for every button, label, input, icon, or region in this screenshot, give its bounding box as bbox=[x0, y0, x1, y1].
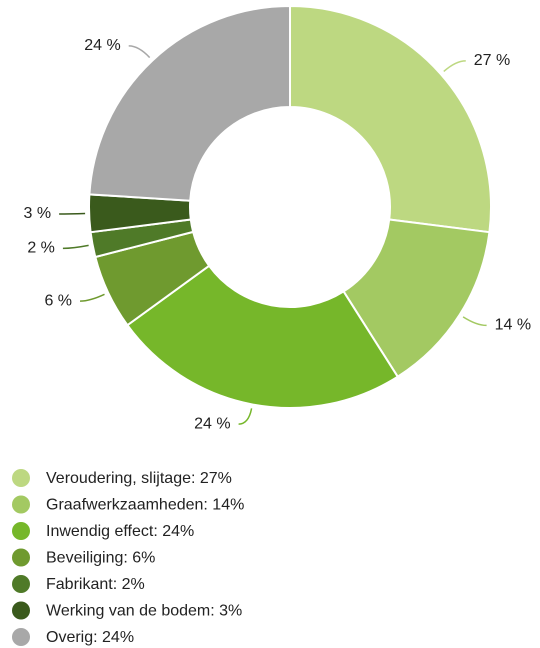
legend-label: Werking van de bodem: 3% bbox=[46, 603, 242, 620]
leader-line bbox=[443, 60, 466, 72]
data-label: 27 % bbox=[474, 52, 510, 69]
legend-label: Graafwerkzaamheden: 14% bbox=[46, 497, 244, 514]
leader-line bbox=[80, 293, 105, 302]
legend-swatch bbox=[12, 601, 30, 620]
legend-label: Veroudering, slijtage: 27% bbox=[46, 470, 232, 487]
legend-swatch bbox=[12, 522, 30, 540]
leader-line bbox=[62, 244, 89, 250]
legend-label: Fabrikant: 2% bbox=[46, 576, 145, 593]
legend-label: Inwendig effect: 24% bbox=[46, 523, 194, 540]
slice bbox=[289, 4, 492, 234]
leader-line bbox=[462, 316, 487, 327]
data-label: 24 % bbox=[194, 415, 230, 432]
legend-swatch bbox=[12, 575, 30, 593]
legend-swatch bbox=[12, 469, 30, 487]
leader-line bbox=[128, 45, 151, 59]
legend-label: Beveiliging: 6% bbox=[46, 550, 155, 567]
legend-swatch bbox=[12, 548, 30, 567]
data-label: 14 % bbox=[495, 317, 531, 334]
leader-line bbox=[238, 408, 253, 425]
legend-label: Overig: 24% bbox=[46, 629, 134, 646]
data-label: 24 % bbox=[84, 37, 120, 54]
legend-swatch bbox=[12, 628, 30, 646]
data-label: 3 % bbox=[24, 205, 52, 222]
data-label: 2 % bbox=[27, 240, 55, 257]
legend-swatch bbox=[12, 495, 30, 514]
slice bbox=[88, 4, 291, 202]
data-label: 6 % bbox=[44, 292, 72, 309]
leader-line bbox=[59, 212, 86, 215]
slice bbox=[125, 264, 400, 409]
